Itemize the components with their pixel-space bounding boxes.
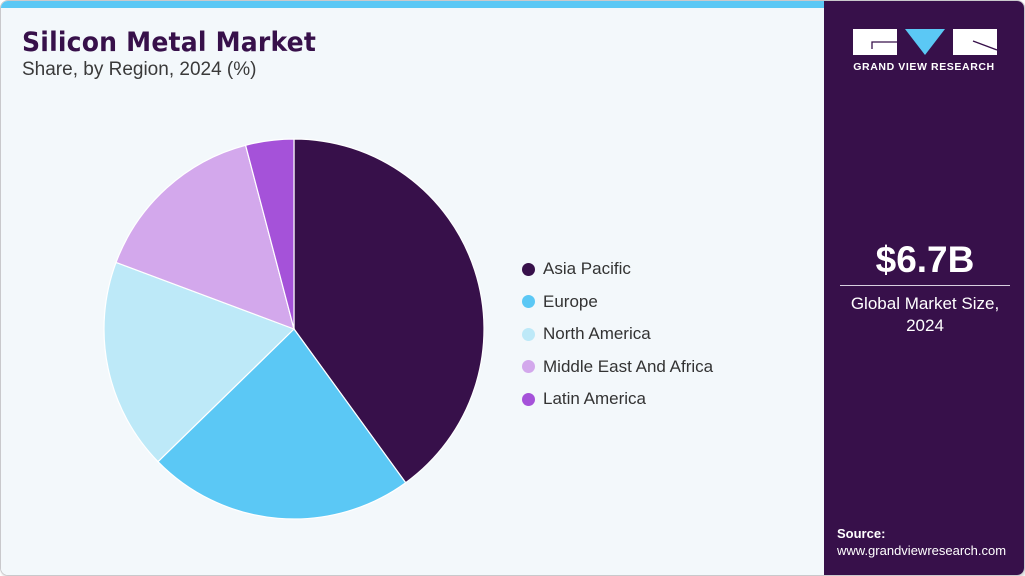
kpi-divider [840, 285, 1010, 286]
pie-slice-latin-america [244, 138, 295, 330]
legend-dot-icon [522, 392, 535, 406]
chart-title: Silicon Metal Market [22, 27, 317, 58]
legend-label: Europe [543, 291, 598, 311]
market-size-label: Global Market Size, 2024 [824, 293, 1024, 337]
chart-legend: Asia Pacific Europe North America Middle… [522, 253, 713, 416]
chart-panel: Silicon Metal Market Share, by Region, 2… [1, 1, 824, 575]
pie-slice-asia-pacific [293, 138, 485, 484]
legend-item-middle-east-africa: Middle East And Africa [522, 351, 713, 384]
legend-label: Middle East And Africa [543, 356, 714, 376]
pie-slice-middle-east-and-africa [115, 144, 295, 330]
top-accent-bar [1, 1, 824, 8]
source-url[interactable]: www.grandviewresearch.com [837, 543, 1007, 558]
legend-item-asia-pacific: Asia Pacific [522, 253, 713, 286]
legend-dot-icon [522, 262, 535, 276]
legend-label: Latin America [543, 389, 646, 409]
market-size-label-line1: Global Market Size, [850, 294, 1000, 313]
legend-label: Asia Pacific [543, 259, 631, 279]
grand-view-research-logo-icon [853, 29, 997, 55]
market-size-label-line2: 2024 [906, 316, 944, 335]
legend-item-north-america: North America [522, 318, 713, 351]
legend-label: North America [543, 324, 651, 344]
source-title: Source: [837, 526, 886, 541]
logo-text: GRAND VIEW RESEARCH [853, 61, 995, 73]
pie-slice-north-america [103, 261, 296, 463]
pie-slice-europe [157, 328, 407, 520]
legend-item-latin-america: Latin America [522, 383, 713, 416]
legend-dot-icon [522, 327, 535, 341]
legend-item-europe: Europe [522, 286, 713, 319]
info-sidebar [824, 1, 1024, 575]
market-size-value: $6.7B [875, 239, 975, 280]
legend-dot-icon [522, 360, 535, 374]
legend-dot-icon [522, 295, 535, 309]
pie-chart [103, 138, 485, 520]
chart-subtitle: Share, by Region, 2024 (%) [22, 59, 257, 80]
